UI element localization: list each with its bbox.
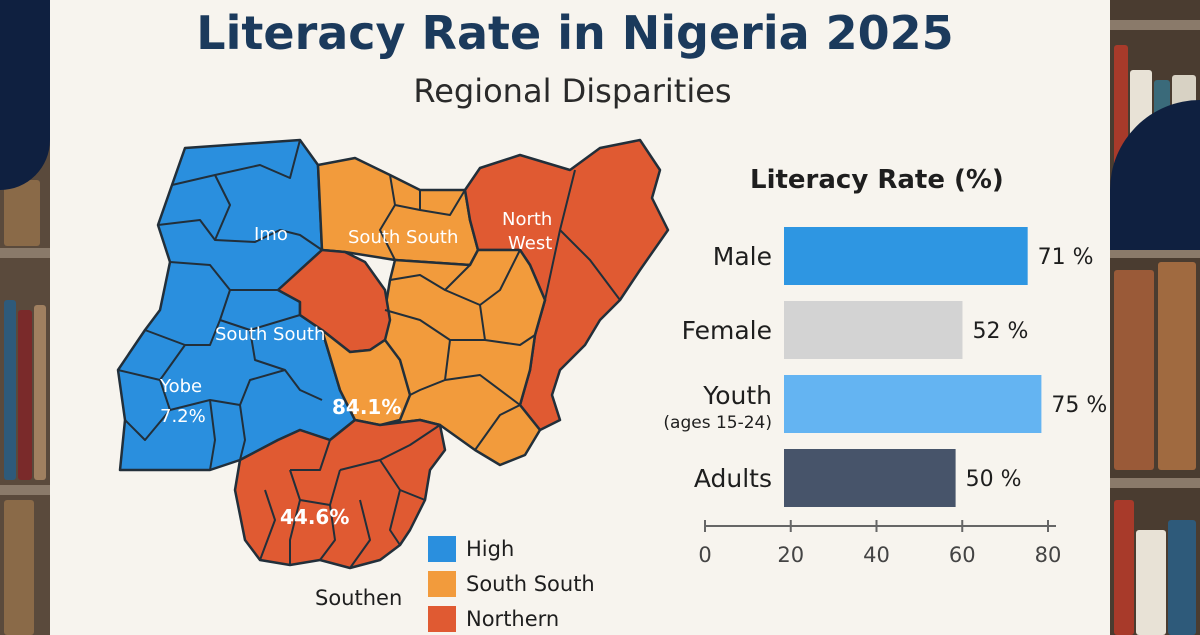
legend-item-high: High <box>428 534 514 564</box>
map-label-north-west-line1: North <box>502 209 552 230</box>
map-label-imo: Imo <box>254 224 288 245</box>
bar-value-adults: 50 % <box>966 467 1022 492</box>
map-label-yobe: Yobe <box>159 376 202 397</box>
book <box>1114 500 1134 635</box>
map-label-center-value: 84.1% <box>332 395 401 419</box>
book <box>18 310 32 480</box>
page-subtitle: Regional Disparities <box>413 72 732 110</box>
shelf <box>1110 478 1200 488</box>
bar-youth <box>784 375 1042 433</box>
legend-item-northern: Northern <box>428 604 559 634</box>
bar-label-female: Female <box>682 316 772 345</box>
legend-swatch <box>428 536 456 562</box>
shelf <box>1110 248 1200 258</box>
bar-male <box>784 227 1028 285</box>
chart-title: Literacy Rate (%) <box>750 165 1004 195</box>
map-label-south-value: 44.6% <box>280 505 349 529</box>
x-tick-label: 60 <box>949 543 976 567</box>
x-tick-label: 80 <box>1035 543 1062 567</box>
decorative-corner <box>0 0 50 190</box>
x-tick-label: 20 <box>777 543 804 567</box>
bar-label-adults: Adults <box>694 464 772 493</box>
map-label-south-south-left: South South <box>215 324 325 345</box>
bar-label-youth: Youth <box>702 381 772 410</box>
legend-label: South South <box>466 572 595 596</box>
book <box>34 305 46 480</box>
map-label-yobe-value: 7.2% <box>160 406 206 427</box>
book <box>1158 262 1196 470</box>
book <box>1136 530 1166 635</box>
legend-swatch <box>428 606 456 632</box>
book <box>4 500 34 635</box>
shelf <box>1110 20 1200 30</box>
bar-value-youth: 75 % <box>1051 393 1107 418</box>
x-tick-label: 0 <box>698 543 711 567</box>
map-region-northern-south <box>233 418 447 570</box>
map-label-south-south-top: South South <box>348 227 458 248</box>
page-title: Literacy Rate in Nigeria 2025 <box>196 6 954 60</box>
bar-adults <box>784 449 956 507</box>
shelf <box>0 248 50 258</box>
book <box>4 300 16 480</box>
legend-label: Northern <box>466 607 560 631</box>
bar-female <box>784 301 963 359</box>
map-label-north-west-line2: West <box>508 233 552 254</box>
map-region-northern-central <box>276 248 392 354</box>
x-tick-label: 40 <box>863 543 890 567</box>
legend-label: High <box>466 537 515 561</box>
legend-item-south-south: South South <box>428 569 595 599</box>
bar-sublabel-youth: (ages 15-24) <box>663 413 772 433</box>
bar-value-female: 52 % <box>972 319 1028 344</box>
bar-label-male: Male <box>713 242 772 271</box>
map-caption-southen: Southen <box>315 586 403 610</box>
book <box>4 180 40 246</box>
shelf <box>0 485 50 495</box>
bar-value-male: 71 % <box>1038 245 1094 270</box>
book <box>1114 270 1154 470</box>
legend-swatch <box>428 571 456 597</box>
book <box>1168 520 1196 635</box>
